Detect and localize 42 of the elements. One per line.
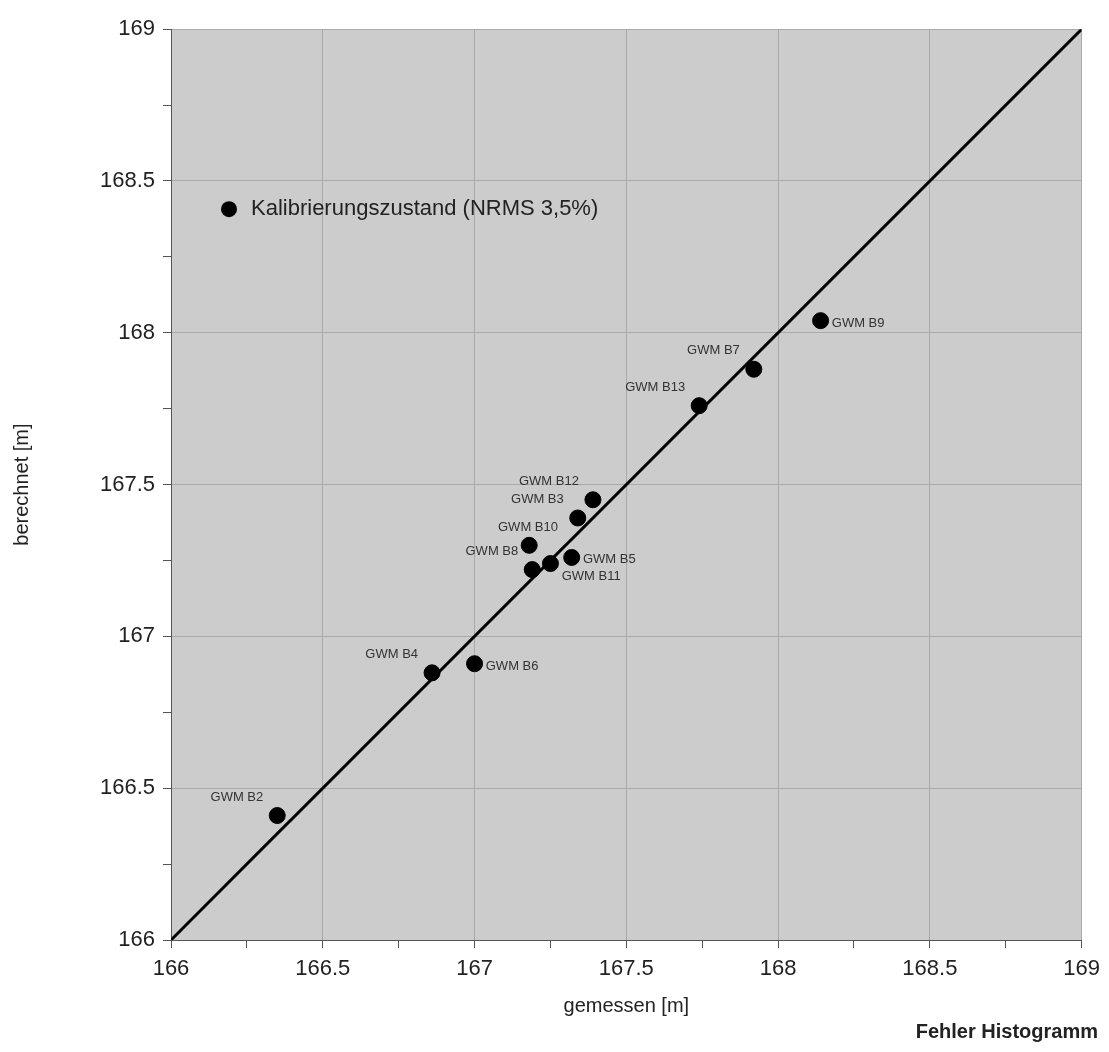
annotation: GWM B11 — [561, 567, 621, 583]
x-tick-label: 169 — [1063, 955, 1101, 981]
x-tick-label: 168.5 — [902, 955, 958, 981]
point — [812, 312, 830, 330]
y-tick-label: 168.5 — [99, 167, 155, 193]
y-tick-label: 168 — [118, 318, 155, 344]
annotation: GWM B4 — [365, 645, 419, 661]
annotation: GWM B7 — [687, 342, 740, 358]
point — [563, 548, 581, 566]
point — [745, 360, 763, 378]
point — [584, 491, 602, 509]
legend-label: Kalibrierungszustand (NRMS 3,5%) — [251, 195, 599, 221]
x-tick-label: 167 — [456, 955, 493, 981]
text: Fehler Histogramm — [915, 1020, 1098, 1043]
point — [690, 397, 708, 415]
point — [466, 655, 484, 673]
point — [520, 536, 538, 554]
point — [423, 664, 441, 682]
y-tick-label: 166 — [118, 926, 155, 952]
y-axis-title: berechnet [m] — [9, 423, 32, 546]
x-tick-label: 166 — [152, 955, 190, 981]
y-tick-label: 166.5 — [99, 774, 155, 800]
annotation: GWM B13 — [625, 378, 686, 394]
annotation: GWM B8 — [465, 542, 519, 558]
annotation: GWM B9 — [831, 314, 885, 330]
point — [569, 509, 587, 527]
x-axis-title: gemessen [m] — [563, 993, 690, 1016]
x-tick-label: 168 — [759, 955, 797, 981]
annotation: GWM B5 — [582, 551, 636, 567]
annotation: GWM B10 — [498, 519, 558, 535]
point — [541, 555, 559, 573]
y-tick-label: 169 — [118, 15, 155, 41]
annotation: GWM B12 — [518, 472, 579, 488]
y-tick-label: 167.5 — [99, 470, 155, 496]
point — [523, 561, 541, 579]
annotation: GWM B6 — [485, 657, 539, 673]
x-tick-label: 166.5 — [295, 955, 351, 981]
annotation: GWM B3 — [511, 491, 564, 507]
x-tick-label: 167.5 — [598, 955, 654, 981]
annotation: GWM B2 — [210, 788, 264, 804]
point — [268, 807, 286, 825]
y-tick-label: 167 — [118, 622, 155, 648]
